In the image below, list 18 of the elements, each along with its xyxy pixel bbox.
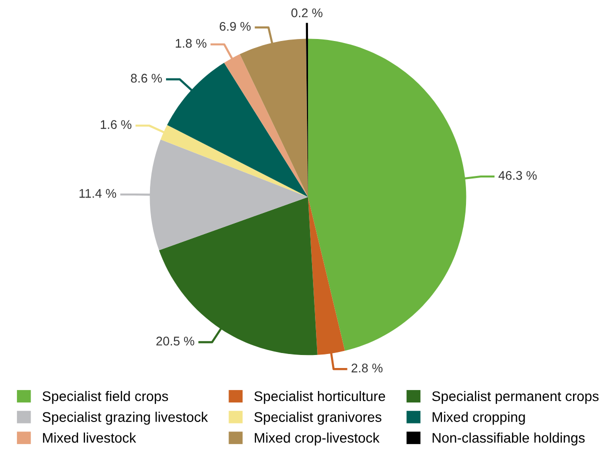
data-label: 1.6 %	[100, 120, 132, 129]
data-label: 11.4 %	[80, 189, 116, 198]
legend-label: Non-classifiable holdings	[432, 432, 585, 446]
legend-label: Specialist permanent crops	[432, 390, 599, 404]
legend-label: Mixed livestock	[43, 432, 136, 443]
data-label: 46.3 %	[498, 171, 537, 180]
data-label: 6.9 %	[220, 22, 251, 31]
data-label: 20.5 %	[156, 336, 194, 346]
legend-label: Mixed cropping	[432, 412, 525, 425]
legend-label: Specialist grazing livestock	[42, 412, 208, 425]
legend-label: Specialist granivores	[254, 412, 382, 425]
legend-label: Specialist horticulture	[254, 390, 386, 404]
legend-label: Specialist field crops	[42, 390, 168, 404]
data-label: 8.6 %	[130, 74, 162, 83]
data-label: 0.2 %	[291, 8, 322, 18]
data-label: 2.8 %	[352, 364, 383, 372]
legend-label: Mixed crop-livestock	[254, 432, 380, 446]
data-label: 1.8 %	[176, 38, 206, 48]
